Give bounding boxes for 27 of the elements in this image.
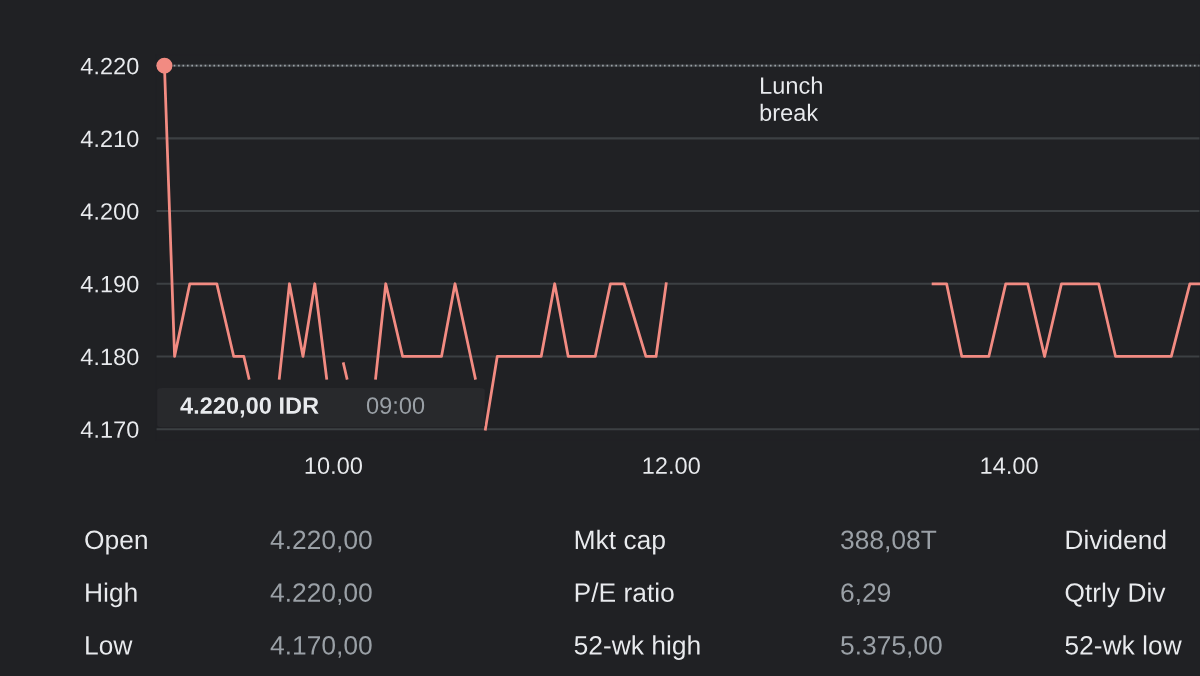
text: 388,08T xyxy=(841,530,937,553)
text: 5.375,00 xyxy=(841,636,942,658)
annotation: 09:00 xyxy=(366,397,425,414)
y-tick-label: 4.190 xyxy=(80,275,139,293)
y-tick-label: 4.170 xyxy=(80,421,139,438)
text: Open xyxy=(85,530,147,555)
x-tick-label: 14.00 xyxy=(981,457,1038,475)
annotation: Lunch break xyxy=(760,76,822,122)
text: 52-wk high xyxy=(574,635,700,660)
text: 4.170,00 xyxy=(270,636,372,658)
text: 4.220,00 xyxy=(270,530,372,553)
text: Mkt cap xyxy=(575,529,665,555)
text: Low xyxy=(86,636,133,655)
text: 4.220,00 xyxy=(270,583,372,606)
x-tick-label: 12.00 xyxy=(643,457,700,475)
x-tick-label: 10.00 xyxy=(305,457,362,475)
text: High xyxy=(86,582,137,608)
y-tick-label: 4.210 xyxy=(80,130,139,148)
text: Dividend xyxy=(1066,529,1166,550)
y-tick-label: 4.220 xyxy=(80,57,139,75)
text: 6,29 xyxy=(841,583,891,606)
y-tick-label: 4.180 xyxy=(80,348,139,366)
text: 52-wk low xyxy=(1065,635,1182,655)
text: P/E ratio xyxy=(575,582,674,602)
text: Qtrly Div xyxy=(1065,582,1166,608)
y-tick-label: 4.200 xyxy=(80,203,139,220)
annotation: 4.220,00 IDR xyxy=(180,397,319,418)
